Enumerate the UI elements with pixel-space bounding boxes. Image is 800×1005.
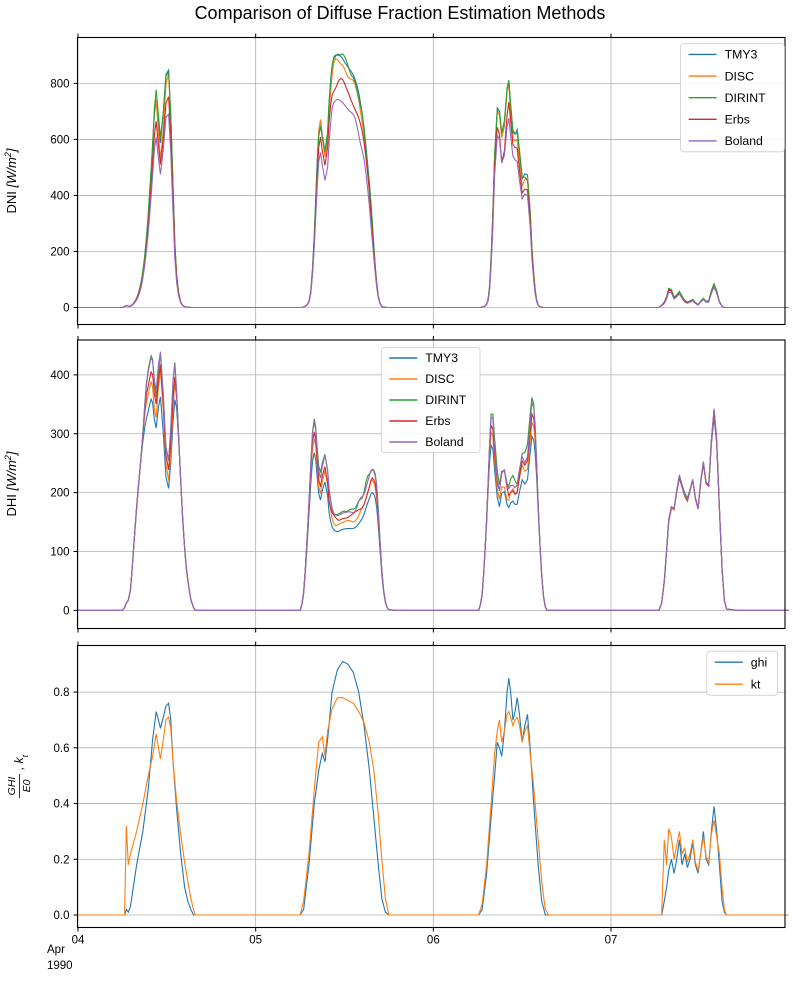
svg-text:E0: E0	[21, 779, 33, 792]
svg-text:05: 05	[249, 935, 262, 947]
svg-text:1990: 1990	[47, 960, 73, 972]
svg-text:400: 400	[50, 370, 69, 382]
svg-text:Apr: Apr	[47, 944, 65, 956]
svg-text:DIRINT: DIRINT	[725, 91, 766, 105]
svg-text:kt: kt	[751, 677, 761, 691]
svg-text:0.0: 0.0	[54, 910, 70, 922]
svg-text:0.6: 0.6	[54, 743, 70, 755]
svg-text:Comparison of Diffuse Fraction: Comparison of Diffuse Fraction Estimatio…	[195, 3, 606, 23]
svg-text:GHI: GHI	[6, 777, 18, 796]
svg-text:100: 100	[50, 547, 69, 559]
svg-text:TMY3: TMY3	[725, 48, 758, 62]
svg-text:04: 04	[72, 935, 85, 947]
svg-text:0: 0	[63, 605, 69, 617]
svg-text:07: 07	[605, 935, 618, 947]
svg-text:Erbs: Erbs	[425, 414, 450, 428]
svg-text:TMY3: TMY3	[425, 351, 458, 365]
svg-text:DIRINT: DIRINT	[425, 393, 466, 407]
svg-text:Boland: Boland	[425, 435, 463, 449]
svg-text:0.2: 0.2	[54, 854, 70, 866]
svg-text:DISC: DISC	[725, 69, 754, 83]
svg-text:200: 200	[50, 488, 69, 500]
svg-text:0.8: 0.8	[54, 687, 70, 699]
svg-text:DISC: DISC	[425, 372, 454, 386]
svg-text:Boland: Boland	[725, 134, 763, 148]
svg-text:400: 400	[50, 190, 69, 202]
svg-text:800: 800	[50, 78, 69, 90]
svg-text:ghi: ghi	[751, 655, 767, 669]
svg-text:Erbs: Erbs	[725, 113, 750, 127]
svg-text:DNI [W/m2]: DNI [W/m2]	[3, 148, 19, 213]
svg-text:DHI [W/m2]: DHI [W/m2]	[3, 451, 19, 516]
svg-text:06: 06	[427, 935, 440, 947]
svg-text:200: 200	[50, 246, 69, 258]
svg-text:0.4: 0.4	[54, 799, 71, 811]
svg-text:300: 300	[50, 429, 69, 441]
svg-text:600: 600	[50, 134, 69, 146]
svg-text:0: 0	[63, 303, 69, 315]
